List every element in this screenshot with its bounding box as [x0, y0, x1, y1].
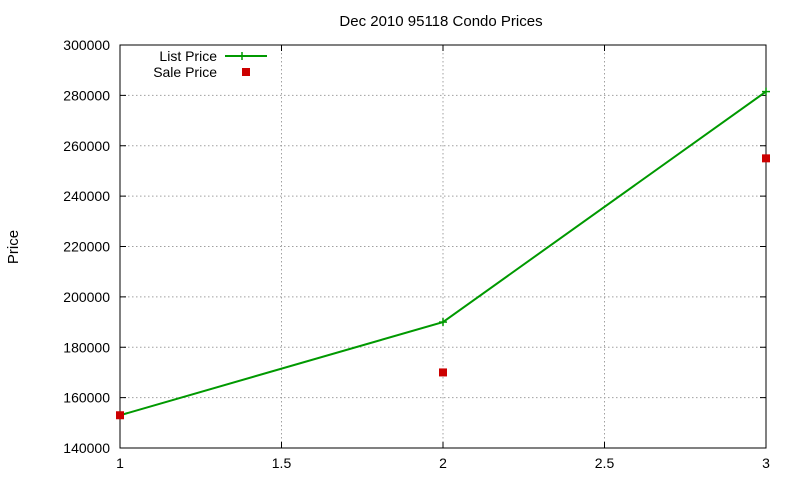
y-tick-label: 140000 [63, 440, 110, 456]
axis-ticks: 1 1.5 2 2.5 3 140000 160000 180000 200000 220000 2… [63, 37, 770, 471]
y-tick-label: 160000 [63, 390, 110, 406]
x-tick-label: 1.5 [272, 455, 292, 471]
y-tick-label: 260000 [63, 138, 110, 154]
y-tick-label: 200000 [63, 289, 110, 305]
grid [120, 45, 766, 448]
data-point [762, 154, 770, 163]
y-tick-label: 300000 [63, 37, 110, 53]
chart-title: Dec 2010 95118 Condo Prices [339, 13, 542, 30]
data-point [762, 87, 770, 96]
data-point [439, 318, 447, 327]
legend-label: List Price [159, 48, 217, 64]
x-tick-label: 2 [439, 455, 447, 471]
data-point [116, 411, 124, 420]
legend-square-swatch [242, 68, 250, 76]
x-tick-label: 2.5 [595, 455, 615, 471]
legend-label: Sale Price [153, 64, 217, 80]
x-tick-label: 3 [762, 455, 770, 471]
y-tick-label: 280000 [63, 87, 110, 103]
x-tick-label: 1 [116, 455, 124, 471]
data-point [439, 368, 447, 377]
y-axis-label: Price [5, 230, 22, 264]
y-tick-label: 240000 [63, 188, 110, 204]
series-sale-price [116, 154, 770, 420]
y-tick-label: 180000 [63, 339, 110, 355]
data-series [116, 87, 770, 420]
y-tick-label: 220000 [63, 239, 110, 255]
